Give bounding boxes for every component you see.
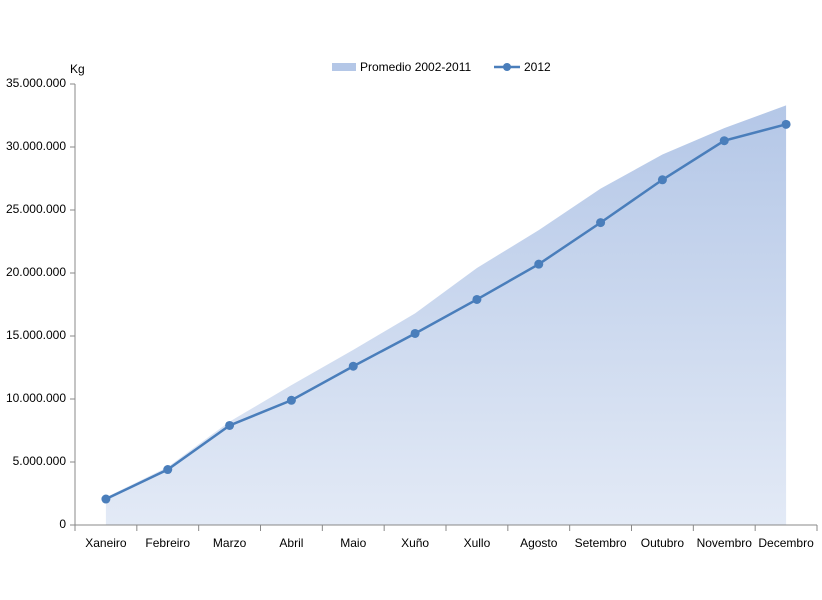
marker: [534, 259, 544, 269]
marker: [163, 465, 173, 475]
marker: [286, 395, 296, 405]
x-tick-label: Decembro: [758, 536, 814, 550]
marker: [719, 136, 729, 146]
y-tick-label: 35.000.000: [6, 76, 66, 90]
x-tick-label: Febreiro: [145, 536, 190, 550]
y-tick-label: 25.000.000: [6, 202, 66, 216]
marker: [781, 119, 791, 129]
x-tick-label: Novembro: [697, 536, 753, 550]
y-tick-label: 15.000.000: [6, 328, 66, 342]
y-tick-label: 30.000.000: [6, 139, 66, 153]
x-tick-label: Xuño: [401, 536, 429, 550]
x-tick-label: Marzo: [213, 536, 247, 550]
marker: [410, 328, 420, 338]
marker: [657, 175, 667, 185]
legend-swatch: [503, 63, 511, 71]
marker: [348, 361, 358, 371]
y-tick-label: 10.000.000: [6, 391, 66, 405]
line: [105, 123, 787, 501]
x-tick-label: Setembro: [575, 536, 627, 550]
marker: [101, 494, 111, 504]
y-tick-label: 0: [59, 517, 66, 531]
marker: [225, 420, 235, 430]
marker: [596, 218, 606, 228]
x-tick-label: Xullo: [464, 536, 491, 550]
x-tick-label: Maio: [340, 536, 366, 550]
y-tick-label: 20.000.000: [6, 265, 66, 279]
x-tick-label: Outubro: [641, 536, 685, 550]
x-tick-label: Xaneiro: [85, 536, 127, 550]
legend-label: 2012: [524, 60, 551, 74]
marker: [472, 294, 482, 304]
x-tick-label: Agosto: [520, 536, 558, 550]
y-tick-label: 5.000.000: [13, 454, 67, 468]
y-axis-label: Kg: [70, 62, 85, 76]
legend-label: Promedio 2002-2011: [360, 60, 472, 74]
x-tick-label: Abril: [279, 536, 303, 550]
legend-swatch: [332, 63, 356, 71]
